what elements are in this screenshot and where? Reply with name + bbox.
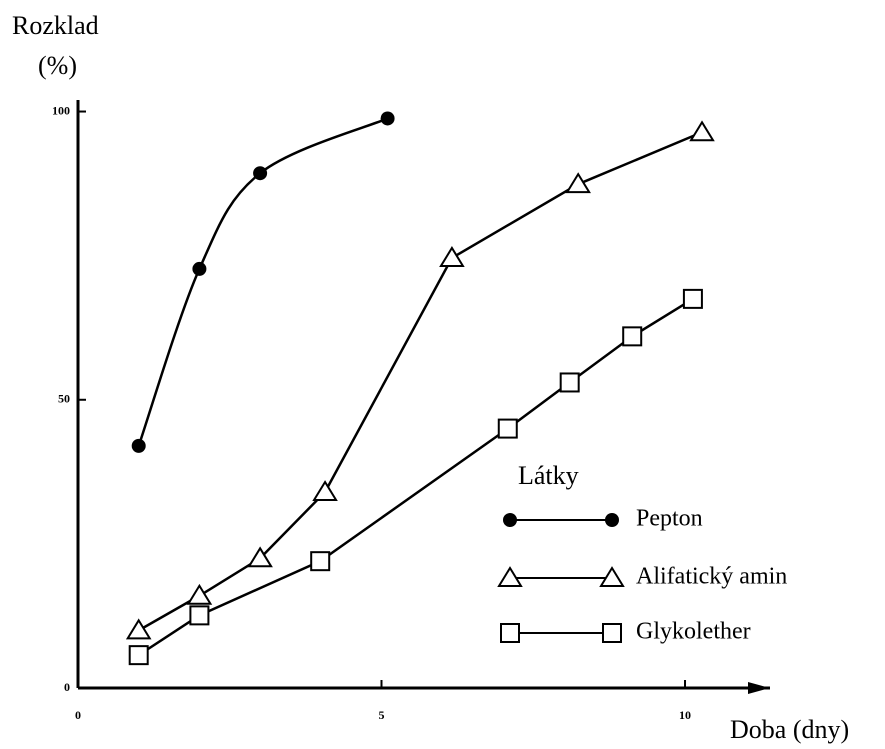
x-tick-label: 0 <box>75 708 81 722</box>
legend-marker <box>503 513 517 527</box>
marker <box>192 261 207 276</box>
marker <box>128 645 149 666</box>
y-tick-label: 50 <box>58 392 70 406</box>
legend-title: Látky <box>518 461 579 490</box>
legend-label: Pepton <box>636 506 703 532</box>
x-tick-label: 10 <box>679 708 691 722</box>
marker <box>380 111 395 126</box>
marker <box>247 546 273 568</box>
marker <box>189 605 210 626</box>
marker <box>497 418 518 439</box>
marker <box>253 166 268 181</box>
legend-marker <box>599 566 625 587</box>
marker <box>559 372 580 393</box>
series-line <box>137 117 389 447</box>
legend-label: Alifatický amin <box>636 564 787 590</box>
marker <box>565 172 591 194</box>
marker <box>131 438 146 453</box>
marker <box>125 618 152 640</box>
y-axis-label: Rozklad <box>12 11 99 40</box>
series-line <box>138 131 703 632</box>
y-tick-label: 0 <box>64 680 70 694</box>
x-tick-label: 5 <box>379 708 385 722</box>
marker <box>682 288 703 309</box>
series-line <box>138 297 694 657</box>
legend-marker <box>605 513 619 527</box>
marker <box>622 326 643 347</box>
x-axis-arrow <box>748 682 770 694</box>
marker <box>689 120 715 142</box>
x-axis-label: Doba (dny) <box>730 715 849 744</box>
legend-marker <box>602 623 622 643</box>
marker <box>439 246 465 267</box>
marker <box>310 551 331 572</box>
marker <box>312 480 338 501</box>
legend-label: Glykolether <box>636 619 751 645</box>
y-tick-label: 100 <box>52 103 70 117</box>
marker <box>186 583 213 605</box>
legend-marker <box>497 566 523 587</box>
y-axis-label: (%) <box>38 51 77 80</box>
legend-marker <box>500 623 520 643</box>
